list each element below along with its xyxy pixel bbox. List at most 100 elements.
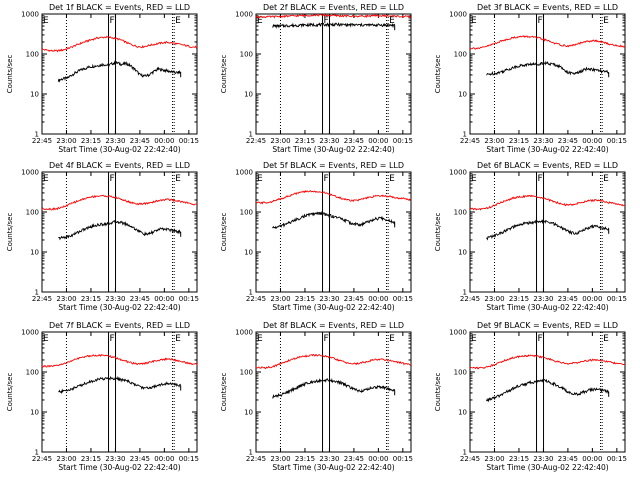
events-series-line [272,377,396,399]
x-tick-label: 23:15 [81,455,101,463]
x-tick-label: 23:30 [319,137,339,145]
x-axis-label: Start Time (30-Aug-02 22:42:40) [58,145,180,154]
x-tick-label: 23:45 [558,137,578,145]
event-marker-label: E [389,334,395,344]
event-marker-label: E [175,334,181,344]
event-marker-label: E [603,16,609,26]
detector-panel: Det 2f BLACK = Events, RED = LLD 1 10 100 10… [220,3,413,154]
lld-series-line [469,194,626,211]
y-tick-label: 100 [454,51,467,59]
y-tick-label: 1000 [235,169,253,177]
x-tick-label: 22:45 [246,295,266,303]
x-tick-label: 23:45 [130,455,150,463]
x-tick-label: 22:45 [32,137,52,145]
y-tick-label: 10 [30,409,39,417]
y-tick-label: 1 [463,449,467,457]
x-tick-label: 23:45 [344,455,364,463]
y-axis-label: Counts/sec [434,213,442,252]
x-tick-label: 23:15 [81,137,101,145]
x-tick-label: 00:00 [368,137,388,145]
x-tick-label: 23:00 [56,295,76,303]
x-tick-label: 23:45 [130,137,150,145]
y-tick-label: 1000 [449,329,467,337]
y-tick-label: 1 [249,289,253,297]
detector-panel: Det 3f BLACK = Events, RED = LLD 1 10 100 10… [434,3,627,154]
y-tick-label: 100 [240,209,253,217]
x-tick-label: 00:00 [154,295,174,303]
event-marker-label: E [257,334,263,344]
detector-panel: Det 6f BLACK = Events, RED = LLD 1 10 100 10… [434,161,627,312]
x-tick-label: 22:45 [32,455,52,463]
x-tick-label: 22:45 [460,137,480,145]
events-series-line [486,219,610,241]
x-axis-label: Start Time (30-Aug-02 22:42:40) [272,303,394,312]
events-series-line [272,22,396,30]
y-tick-label: 10 [244,409,253,417]
y-tick-label: 10 [30,91,39,99]
event-marker-label: E [471,334,477,344]
event-marker-label: E [43,174,49,184]
x-tick-label: 23:00 [270,137,290,145]
x-axis-label: Start Time (30-Aug-02 22:42:40) [272,145,394,154]
x-tick-label: 23:30 [319,455,339,463]
y-tick-label: 100 [240,51,253,59]
x-tick-label: 22:45 [460,295,480,303]
y-tick-label: 1000 [235,329,253,337]
x-tick-label: 00:15 [179,295,199,303]
plot-frame [469,171,626,293]
plot-frame [41,331,198,453]
event-marker-label: F [538,16,543,26]
event-marker-label: F [324,16,329,26]
event-marker-label: E [175,16,181,26]
x-tick-label: 00:00 [582,137,602,145]
events-series-line [58,220,182,241]
y-axis-label: Counts/sec [6,213,14,252]
x-tick-label: 23:30 [533,137,553,145]
y-tick-label: 100 [26,209,39,217]
y-tick-label: 100 [26,369,39,377]
x-tick-label: 23:45 [344,137,364,145]
x-tick-label: 23:15 [509,455,529,463]
x-tick-label: 23:15 [295,137,315,145]
y-tick-label: 1 [35,131,39,139]
panel-title: Det 8f BLACK = Events, RED = LLD [263,321,404,330]
x-tick-label: 23:30 [533,455,553,463]
plot-frame [255,331,412,453]
event-marker-label: E [603,174,609,184]
event-marker-label: E [43,334,49,344]
lld-series-line [255,13,412,19]
x-tick-label: 22:45 [246,137,266,145]
y-tick-label: 1 [463,289,467,297]
event-marker-label: E [43,16,49,26]
y-axis-label: Counts/sec [434,55,442,94]
x-axis-label: Start Time (30-Aug-02 22:42:40) [272,463,394,472]
events-series-line [58,375,182,395]
y-tick-label: 1 [249,131,253,139]
y-tick-label: 100 [240,369,253,377]
panel-title: Det 7f BLACK = Events, RED = LLD [49,321,190,330]
panel-title: Det 3f BLACK = Events, RED = LLD [477,3,618,12]
x-tick-label: 23:30 [105,137,125,145]
x-tick-label: 23:15 [509,295,529,303]
x-tick-label: 23:45 [558,295,578,303]
x-tick-label: 00:00 [154,137,174,145]
y-axis-label: Counts/sec [220,213,228,252]
x-tick-label: 23:00 [56,455,76,463]
event-marker-label: F [110,334,115,344]
event-marker-label: E [603,334,609,344]
y-tick-label: 1 [35,289,39,297]
x-axis-label: Start Time (30-Aug-02 22:42:40) [486,145,608,154]
lld-series-line [469,35,626,50]
y-tick-label: 100 [26,51,39,59]
x-tick-label: 00:15 [393,137,413,145]
lld-series-line [41,35,198,53]
y-tick-label: 10 [244,91,253,99]
x-tick-label: 23:15 [295,455,315,463]
x-tick-label: 00:15 [393,295,413,303]
event-marker-label: E [389,174,395,184]
events-series-line [272,210,396,229]
y-tick-label: 10 [30,249,39,257]
y-tick-label: 100 [454,209,467,217]
x-tick-label: 00:15 [179,455,199,463]
y-tick-label: 1000 [449,169,467,177]
